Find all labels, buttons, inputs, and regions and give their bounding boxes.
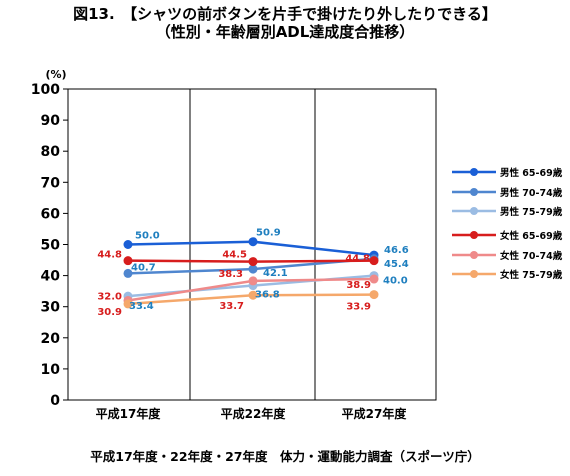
data-point xyxy=(248,264,258,274)
legend-entry: 男性 70-74歳 xyxy=(500,187,563,199)
y-tick-label: 60 xyxy=(41,206,61,222)
data-label: 33.4 xyxy=(129,301,154,312)
legend-swatch-marker xyxy=(470,251,478,259)
data-point xyxy=(369,256,379,266)
legend-swatch-marker xyxy=(470,270,478,278)
data-label: 36.8 xyxy=(255,290,280,301)
data-point xyxy=(248,276,258,286)
data-label: 44.5 xyxy=(222,250,247,261)
data-point xyxy=(123,256,133,266)
axes: 0 10 20 30 40 50 60 70 80 90 100(%) 平成17年度 平成22年度 平成2… xyxy=(31,68,437,421)
data-point xyxy=(369,290,379,300)
y-tick-label: 50 xyxy=(41,238,61,254)
source-note: 平成17年度・22年度・27年度 体力・運動能力調査（スポーツ庁） xyxy=(90,449,480,464)
y-axis-unit: (%) xyxy=(45,68,66,81)
data-labels: 50.0 50.9 46.6 40.7 42.1 45.4 33.4 36.8 40.0 44.8… xyxy=(97,228,408,318)
legend-entry: 男性 75-79歳 xyxy=(500,206,563,218)
y-tick-label: 80 xyxy=(41,144,61,160)
data-label: 42.1 xyxy=(263,268,288,279)
legend-swatch-marker xyxy=(470,231,478,239)
data-point xyxy=(123,268,133,278)
series-layer xyxy=(123,237,379,309)
x-tick-label: 平成27年度 xyxy=(342,406,408,421)
legend-swatch-marker xyxy=(470,168,478,176)
y-tick-label: 100 xyxy=(31,82,60,98)
legend-entry: 女性 75-79歳 xyxy=(500,269,563,281)
legend-entry: 女性 65-69歳 xyxy=(500,230,563,242)
data-label: 40.0 xyxy=(383,276,408,287)
x-tick-label: 平成22年度 xyxy=(221,406,287,421)
x-tick-label: 平成17年度 xyxy=(96,406,162,421)
data-label: 50.0 xyxy=(135,231,160,242)
data-point xyxy=(248,290,258,300)
data-label: 46.6 xyxy=(384,245,409,256)
data-label: 30.9 xyxy=(97,307,122,318)
data-point xyxy=(248,257,258,267)
data-label: 40.7 xyxy=(131,262,156,273)
legend-entry: 女性 70-74歳 xyxy=(500,250,563,262)
y-tick-label: 90 xyxy=(41,113,61,129)
data-point xyxy=(369,274,379,284)
y-tick-label: 40 xyxy=(41,269,61,285)
chart-title: 図13. 【シャツの前ボタンを片手で掛けたり外したりできる】 xyxy=(73,5,497,23)
y-tick-label: 70 xyxy=(41,175,61,191)
legend-swatch-marker xyxy=(470,188,478,196)
data-label: 44.8 xyxy=(345,254,370,265)
data-label: 38.9 xyxy=(346,280,371,291)
y-tick-label: 20 xyxy=(41,331,61,347)
data-point xyxy=(123,299,133,309)
y-tick-label: 0 xyxy=(50,393,60,409)
data-label: 50.9 xyxy=(256,228,281,239)
grid xyxy=(189,89,316,400)
data-label: 38.3 xyxy=(218,269,243,280)
data-point xyxy=(123,240,133,249)
data-label: 33.7 xyxy=(219,301,244,312)
data-label: 45.4 xyxy=(384,259,409,270)
data-label: 32.0 xyxy=(97,291,122,302)
data-label: 44.8 xyxy=(97,250,122,261)
legend-entry: 男性 65-69歳 xyxy=(500,167,563,179)
data-point xyxy=(248,237,258,247)
y-tick-label: 30 xyxy=(41,300,61,316)
data-label: 33.9 xyxy=(346,302,371,313)
legend-swatch-marker xyxy=(470,207,478,215)
y-tick-label: 10 xyxy=(41,362,61,378)
chart-subtitle: （性別・年齢層別ADL達成度合推移） xyxy=(155,23,415,41)
